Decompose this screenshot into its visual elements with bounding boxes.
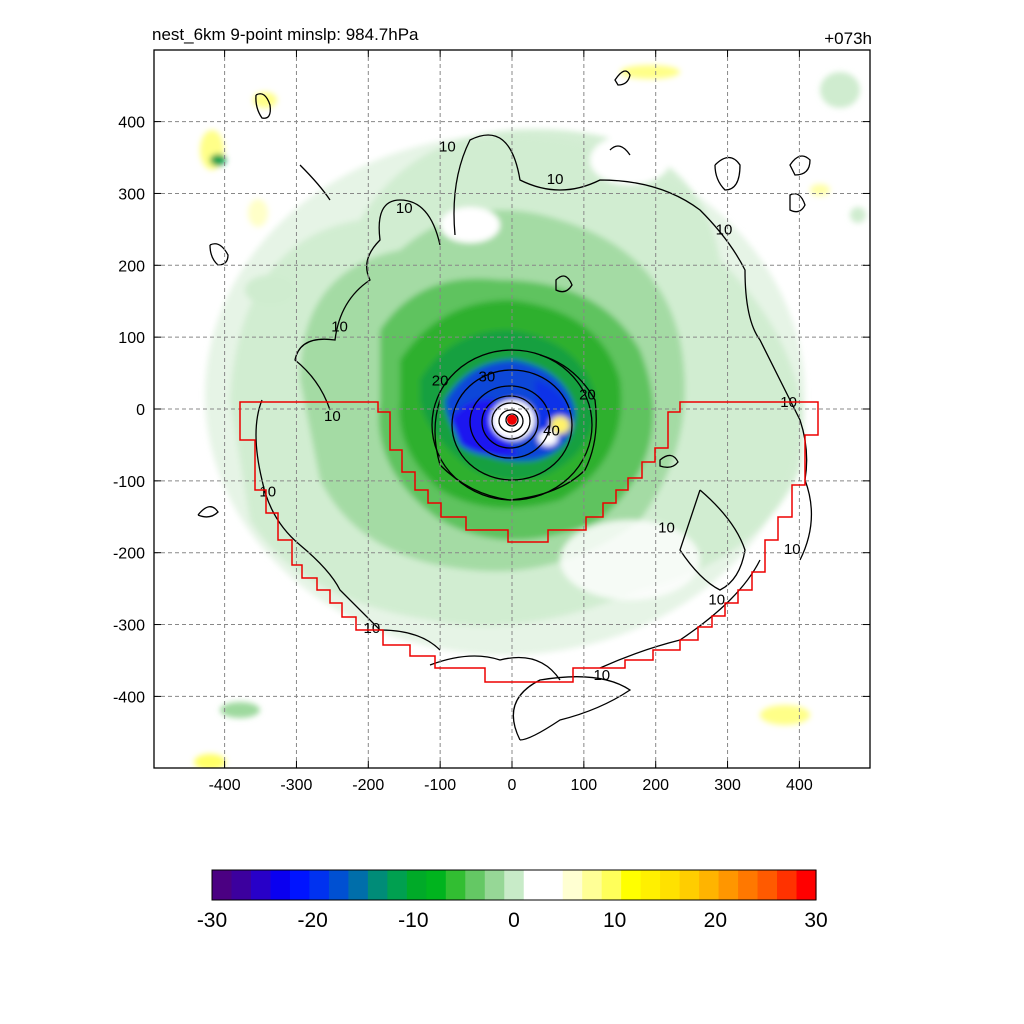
- colorbar-tick-label-5: 20: [704, 909, 727, 932]
- colorbar-swatch-14: [484, 870, 505, 900]
- colorbar-swatch-20: [601, 870, 622, 900]
- colorbar-swatch-13: [465, 870, 486, 900]
- contour-label-10: 10: [708, 591, 725, 608]
- x-tick-label-6: 200: [642, 777, 669, 794]
- storm-center-marker: [507, 414, 517, 425]
- y-axis: 400 300 200 100 0 -100 -200 -300 -400: [113, 115, 870, 706]
- colorbar-swatch-19: [582, 870, 603, 900]
- x-tick-label-0: -400: [209, 777, 241, 794]
- y-tick-label-0: 400: [118, 115, 145, 132]
- colorbar-swatch-25: [699, 870, 720, 900]
- colorbar-swatch-2: [250, 870, 272, 900]
- colorbar-swatch-15: [504, 870, 525, 900]
- colorbar-swatch-28: [757, 870, 778, 900]
- contour-label-13: 20: [432, 372, 449, 389]
- contour-label-5: 10: [324, 408, 341, 425]
- colorbar-swatch-1: [231, 870, 252, 900]
- colorbar-swatch-3: [270, 870, 291, 900]
- colorbar-swatch-11: [426, 870, 447, 900]
- x-tick-label-7: 300: [714, 777, 741, 794]
- colorbar-frame: [211, 869, 817, 901]
- y-tick-label-7: -300: [113, 618, 145, 635]
- x-tick-label-5: 100: [570, 777, 597, 794]
- colorbar-tick-label-1: -20: [297, 909, 327, 932]
- colorbar-tick-label-6: 30: [804, 909, 827, 932]
- y-tick-label-1: 300: [118, 186, 145, 203]
- colorbar-tick-label-0: -30: [197, 909, 227, 932]
- colorbar-tick-label-3: 0: [508, 909, 520, 932]
- x-tick-label-3: -100: [424, 777, 456, 794]
- colorbar-swatch-9: [387, 870, 408, 900]
- colorbar-swatch-4: [289, 870, 311, 900]
- colorbar-swatch-0: [212, 870, 233, 900]
- y-tick-label-8: -400: [113, 689, 145, 706]
- shaded-field: [194, 65, 866, 768]
- contour-label-8: 10: [658, 520, 675, 537]
- colorbar-swatch-6: [328, 870, 349, 900]
- colorbar-swatch-29: [777, 870, 798, 900]
- contour-label-14: 30: [479, 369, 496, 386]
- colorbar-swatch-30: [796, 870, 817, 900]
- contour-label-12: 10: [593, 667, 610, 684]
- y-tick-label-2: 200: [118, 258, 145, 275]
- time-label: +073h: [824, 29, 872, 48]
- nest-boundary: [239, 401, 819, 683]
- contour-label-0: 10: [439, 139, 456, 156]
- colorbar-swatch-5: [309, 870, 330, 900]
- contour-label-2: 10: [396, 200, 413, 217]
- y-tick-label-4: 0: [136, 402, 145, 419]
- contour-label-4: 10: [331, 318, 348, 335]
- y-tick-label-6: -200: [113, 546, 145, 563]
- colorbar-swatch-7: [348, 870, 369, 900]
- colorbar-swatch-23: [660, 870, 681, 900]
- chart-title: nest_6km 9-point minslp: 984.7hPa: [152, 25, 419, 44]
- x-tick-label-2: -200: [352, 777, 384, 794]
- colorbar-swatch-22: [640, 870, 661, 900]
- colorbar: -30 -20 -10 0 10 20 30: [197, 869, 828, 932]
- contour-label-1: 10: [547, 171, 564, 188]
- contour-lines: [197, 70, 813, 741]
- colorbar-swatch-24: [679, 870, 700, 900]
- colorbar-swatch-27: [738, 870, 759, 900]
- colorbar-swatch-12: [445, 870, 466, 900]
- x-tick-label-1: -300: [280, 777, 312, 794]
- colorbar-swatch-18: [562, 870, 583, 900]
- contour-label-16: 40: [543, 423, 560, 440]
- colorbar-tick-label-4: 10: [603, 909, 626, 932]
- x-axis: -400 -300 -200 -100 0 100 200 300 400: [209, 50, 813, 794]
- x-tick-label-4: 0: [508, 777, 517, 794]
- colorbar-swatch-8: [367, 870, 388, 900]
- contour-label-11: 10: [364, 620, 381, 637]
- y-tick-label-5: -100: [113, 474, 145, 491]
- colorbar-swatch-10: [406, 870, 427, 900]
- x-tick-label-8: 400: [786, 777, 813, 794]
- grid-lines: [154, 50, 870, 768]
- colorbar-swatch-17: [543, 870, 564, 900]
- contour-label-7: 10: [259, 484, 276, 501]
- contour-label-3: 10: [716, 221, 733, 238]
- colorbar-swatch-16: [523, 870, 544, 900]
- y-tick-label-3: 100: [118, 330, 145, 347]
- contour-label-15: 20: [579, 387, 596, 404]
- contour-label-9: 10: [784, 541, 801, 558]
- colorbar-swatch-21: [621, 870, 642, 900]
- colorbar-tick-label-2: -10: [398, 909, 428, 932]
- colorbar-swatch-26: [718, 870, 739, 900]
